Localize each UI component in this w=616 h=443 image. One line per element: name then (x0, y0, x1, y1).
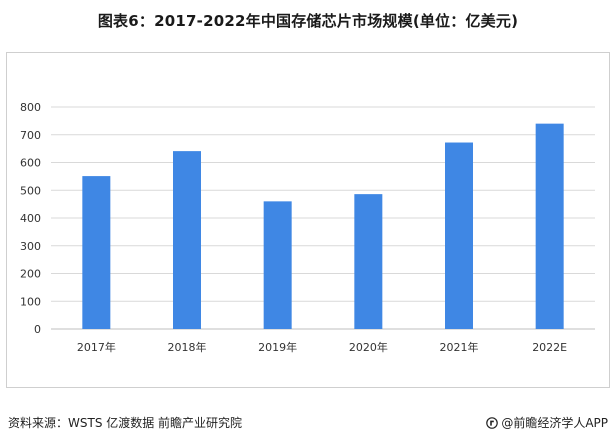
bar (535, 123, 564, 330)
y-tick-label: 800 (20, 101, 41, 114)
chart-frame: 0 100 200 300 400 500 600 700 800 2017年 2018年 2019年… (6, 52, 610, 388)
y-tick-label: 100 (20, 295, 41, 308)
x-tick-label: 2019年 (258, 340, 297, 354)
y-tick-label: 300 (20, 240, 41, 253)
bar-chart: 0 100 200 300 400 500 600 700 800 2017年 2018年 2019年… (20, 101, 595, 354)
y-tick-label: 500 (20, 184, 41, 197)
x-tick-label: 2017年 (77, 340, 116, 354)
y-tick-label: 700 (20, 129, 41, 142)
x-tick-label: 2018年 (168, 340, 207, 354)
credit: @前瞻经济学人APP (486, 414, 608, 431)
source-note: 资料来源：WSTS 亿渡数据 前瞻产业研究院 (8, 416, 243, 430)
x-tick-label: 2022E (532, 341, 567, 354)
bar (173, 151, 201, 329)
bar (82, 176, 111, 329)
y-tick-label: 200 (20, 268, 41, 281)
footer: 资料来源：WSTS 亿渡数据 前瞻产业研究院 @前瞻经济学人APP (0, 408, 616, 436)
bar (263, 201, 292, 329)
bar (354, 194, 383, 329)
x-tick-label: 2021年 (440, 340, 479, 354)
bar (445, 142, 473, 329)
qianzhan-logo-icon (486, 416, 499, 429)
y-tick-label: 600 (20, 157, 41, 170)
credit-text: @前瞻经济学人APP (501, 416, 608, 430)
y-tick-label: 0 (34, 323, 41, 336)
x-tick-label: 2020年 (349, 340, 388, 354)
chart-title: 图表6：2017-2022年中国存储芯片市场规模(单位：亿美元) (97, 12, 519, 30)
y-tick-label: 400 (20, 212, 41, 225)
